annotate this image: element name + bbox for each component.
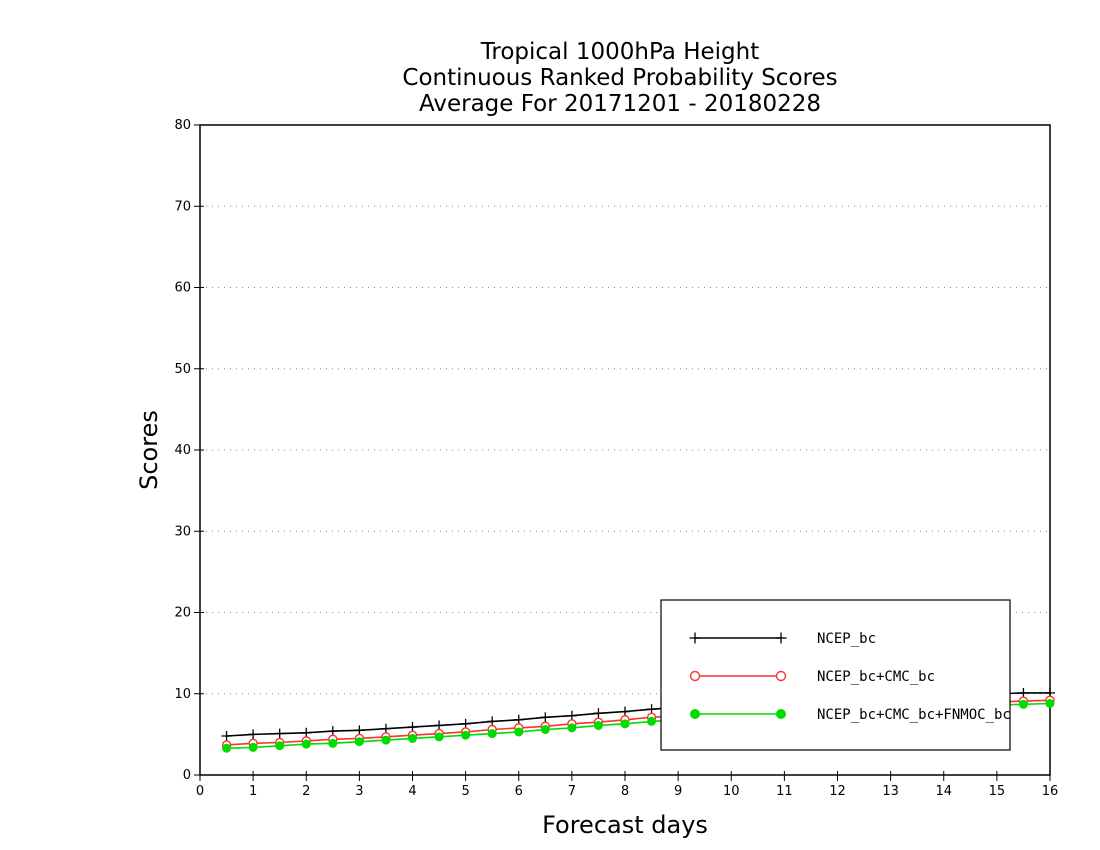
- data-point: [301, 727, 312, 738]
- data-point: [593, 708, 604, 719]
- data-point: [248, 729, 259, 740]
- data-point: [514, 727, 524, 737]
- y-tick-label: 50: [174, 362, 191, 377]
- data-point: [487, 716, 498, 727]
- x-tick-label: 16: [1042, 784, 1059, 799]
- data-point: [408, 733, 417, 743]
- x-tick-label: 7: [568, 784, 576, 799]
- legend-marker-start: [689, 632, 701, 644]
- data-point: [354, 737, 364, 747]
- data-point: [354, 725, 365, 736]
- y-tick-label: 70: [174, 199, 191, 214]
- x-tick-label: 15: [989, 784, 1006, 799]
- x-tick-label: 14: [935, 784, 952, 799]
- legend: NCEP_bc NCEP_bc+CMC_bc NCEP_bc+CMC_bc+FNMO…: [660, 599, 1011, 751]
- data-point: [275, 741, 285, 751]
- y-tick-label: 30: [174, 524, 191, 539]
- data-point: [646, 704, 657, 715]
- data-point: [1018, 699, 1028, 709]
- data-point: [620, 719, 630, 729]
- x-axis-label: Forecast days: [542, 811, 708, 839]
- data-point: [566, 710, 577, 721]
- data-point: [647, 716, 657, 726]
- data-point: [487, 729, 497, 739]
- data-point: [540, 712, 551, 723]
- y-tick-label: 10: [174, 687, 191, 702]
- data-point: [567, 723, 577, 733]
- y-tick-label: 40: [174, 443, 191, 458]
- legend-label: NCEP_bc+CMC_bc+FNMOC_bc: [817, 707, 1011, 723]
- legend-marker-end: [776, 709, 786, 719]
- x-tick-label: 10: [723, 784, 740, 799]
- x-tick-label: 8: [621, 784, 629, 799]
- data-point: [434, 720, 445, 731]
- data-point: [381, 735, 391, 745]
- legend-marker-start: [689, 670, 701, 682]
- y-tick-label: 20: [174, 606, 191, 621]
- data-point: [248, 742, 258, 752]
- legend-entry-2: NCEP_bc+CMC_bc: [689, 669, 935, 685]
- legend-label: NCEP_bc+CMC_bc: [817, 669, 935, 685]
- legend-entry-1: NCEP_bc: [689, 631, 876, 647]
- y-tick-label: 80: [174, 118, 191, 133]
- data-point: [328, 738, 338, 748]
- y-axis-label: Scores: [135, 410, 163, 490]
- data-point: [434, 732, 444, 742]
- data-point: [407, 722, 418, 733]
- data-point: [380, 723, 391, 734]
- x-tick-label: 2: [302, 784, 310, 799]
- chart-title-line-2: Continuous Ranked Probability Scores: [402, 65, 837, 91]
- y-tick-label: 60: [174, 281, 191, 296]
- data-point: [460, 718, 471, 729]
- x-tick-label: 1: [249, 784, 257, 799]
- x-tick-label: 12: [829, 784, 846, 799]
- data-point: [461, 730, 471, 740]
- legend-marker-end: [775, 670, 787, 682]
- legend-entry-3: NCEP_bc+CMC_bc+FNMOC_bc: [690, 707, 1011, 723]
- chart-title-line-1: Tropical 1000hPa Height: [480, 39, 760, 65]
- x-tick-label: 5: [461, 784, 469, 799]
- data-point: [513, 714, 524, 725]
- y-tick-label: 0: [183, 768, 191, 783]
- x-tick-label: 3: [355, 784, 363, 799]
- legend-marker-start: [690, 709, 700, 719]
- data-point: [1045, 699, 1055, 708]
- legend-box: [660, 599, 1011, 751]
- x-tick-label: 11: [776, 784, 793, 799]
- data-point: [540, 725, 550, 734]
- data-point: [301, 739, 311, 749]
- data-point: [1018, 687, 1029, 698]
- data-point: [327, 726, 338, 737]
- x-tick-label: 6: [515, 784, 523, 799]
- legend-marker-end: [775, 632, 787, 644]
- data-point: [222, 743, 232, 753]
- legend-label: NCEP_bc: [817, 631, 876, 647]
- x-tick-label: 0: [196, 784, 204, 799]
- chart-title-line-3: Average For 20171201 - 20180228: [419, 91, 821, 117]
- data-point: [221, 731, 232, 741]
- x-tick-label: 4: [408, 784, 416, 799]
- x-tick-label: 13: [882, 784, 899, 799]
- data-point: [274, 728, 285, 739]
- data-point: [593, 720, 603, 730]
- data-point: [620, 706, 630, 717]
- x-tick-label: 9: [674, 784, 682, 799]
